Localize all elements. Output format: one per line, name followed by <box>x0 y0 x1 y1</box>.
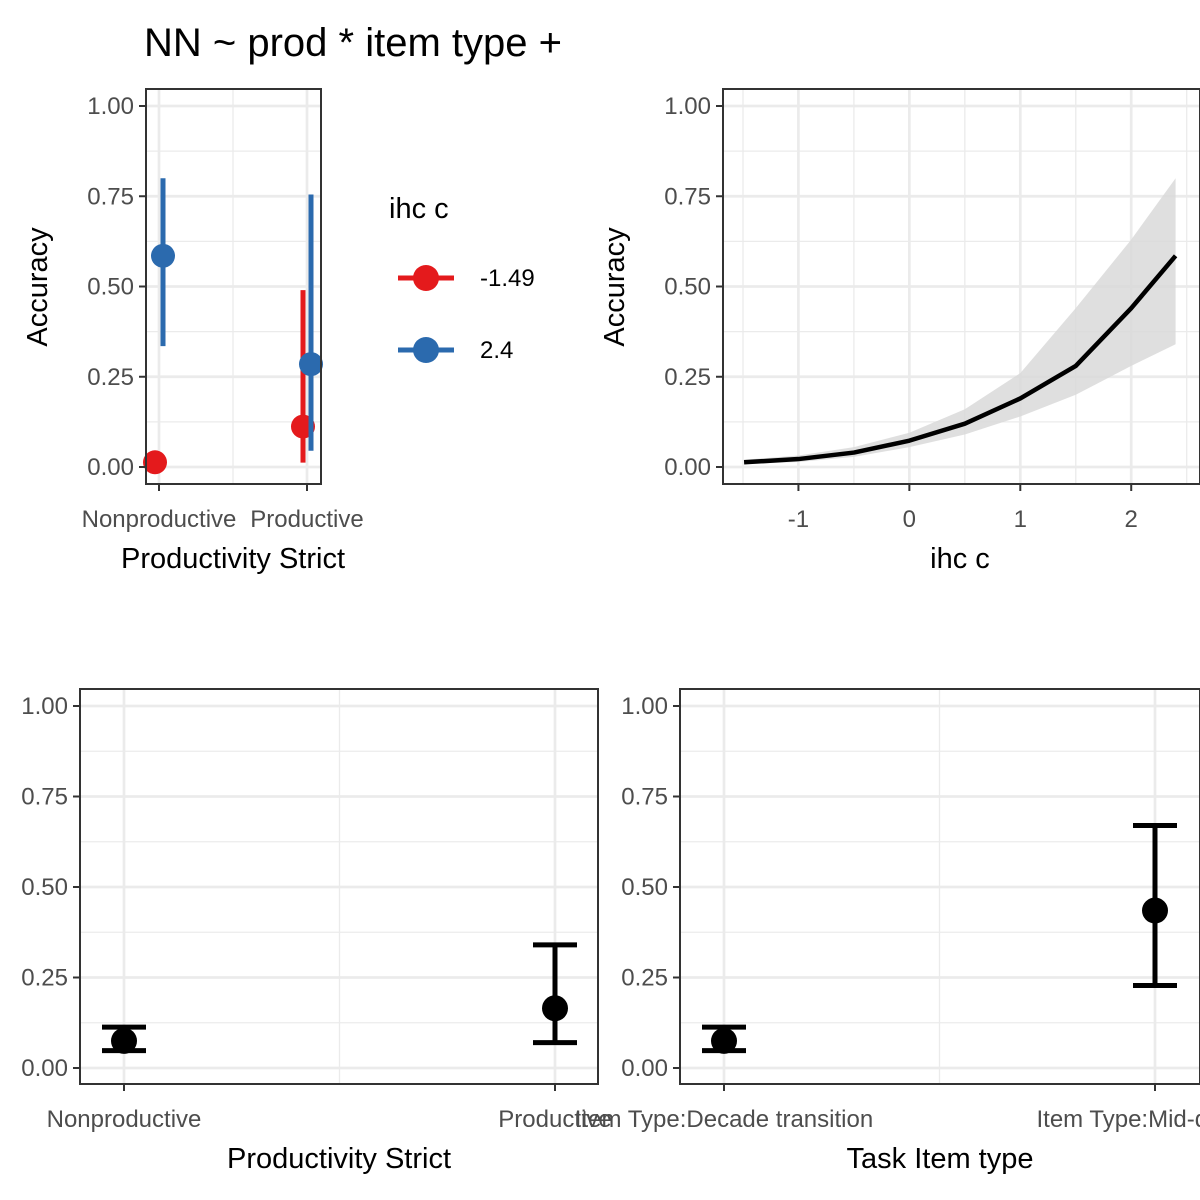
y-tick-label: 0.75 <box>21 784 68 811</box>
marks-bottom-right <box>702 822 1177 1054</box>
axes-top-right: 0.00 0.25 0.50 0.75 1.00 -1 0 1 2 <box>664 93 1138 533</box>
point <box>111 1027 137 1054</box>
legend-label: -1.49 <box>480 265 535 292</box>
panel-top-left: 0.00 0.25 0.50 0.75 1.00 Nonproductive Product… <box>22 88 364 575</box>
y-tick-label: 0.00 <box>664 454 711 481</box>
y-tick-label: 1.00 <box>21 693 68 720</box>
effect-line <box>743 254 1178 465</box>
x-tick-label: 0 <box>903 506 916 533</box>
point <box>711 1027 737 1054</box>
grid-bottom-right <box>680 689 1200 1084</box>
marks-top-right <box>743 178 1178 465</box>
y-tick-label: 0.00 <box>87 454 134 481</box>
y-tick-label: 0.00 <box>621 1055 668 1082</box>
panel-bottom-left: 0.00 0.25 0.50 0.75 1.00 Nonproductive Product… <box>21 688 612 1175</box>
y-tick-label: 1.00 <box>621 693 668 720</box>
y-tick-label: 0.25 <box>621 965 668 992</box>
x-axis-title-bottom-left: Productivity Strict <box>227 1143 451 1175</box>
grid-bottom-left <box>80 689 598 1084</box>
axes-top-left: 0.00 0.25 0.50 0.75 1.00 Nonproductive Product… <box>82 93 364 533</box>
y-tick-label: 1.00 <box>87 93 134 120</box>
x-tick-label: Nonproductive <box>82 506 237 533</box>
y-tick-label: 0.25 <box>87 364 134 391</box>
x-tick-label: Item Type:Mid-decade <box>1036 1106 1200 1133</box>
x-axis-title-top-right: ihc c <box>930 543 990 575</box>
confidence-ribbon <box>744 178 1176 465</box>
marks-bottom-left <box>102 942 577 1054</box>
panel-bottom-right: 0.00 0.25 0.50 0.75 1.00 Item Type:Decade tra… <box>575 688 1200 1175</box>
x-tick-label: Item Type:Decade transition <box>575 1106 873 1133</box>
point <box>542 995 568 1022</box>
y-tick-label: 0.25 <box>664 364 711 391</box>
y-axis-title-top-right: Accuracy <box>599 227 631 347</box>
y-tick-label: 0.25 <box>21 965 68 992</box>
y-tick-label: 0.50 <box>621 874 668 901</box>
y-tick-label: 0.50 <box>21 874 68 901</box>
panel-top-right: 0.00 0.25 0.50 0.75 1.00 -1 0 1 2 ihc c Accuracy <box>599 88 1200 575</box>
legend-title: ihc c <box>389 193 449 225</box>
y-tick-label: 0.00 <box>21 1055 68 1082</box>
figure-title: NN ~ prod * item type + <box>144 21 562 65</box>
point-2.4 <box>151 243 175 268</box>
x-axis-title-top-left: Productivity Strict <box>121 543 345 575</box>
x-axis-title-bottom-right: Task Item type <box>847 1143 1034 1175</box>
axes-bottom-left: 0.00 0.25 0.50 0.75 1.00 Nonproductive Product… <box>21 693 611 1133</box>
x-tick-label: 2 <box>1125 506 1138 533</box>
y-tick-label: 0.75 <box>664 183 711 210</box>
y-tick-label: 0.50 <box>664 274 711 301</box>
legend-key-point <box>413 337 439 363</box>
legend-label: 2.4 <box>480 337 513 364</box>
legend: ihc c -1.49 2.4 <box>389 193 535 364</box>
x-tick-label: -1 <box>788 506 809 533</box>
y-tick-label: 0.50 <box>87 274 134 301</box>
x-tick-label: Nonproductive <box>47 1106 202 1133</box>
point--1.49 <box>143 450 167 475</box>
y-tick-label: 0.75 <box>621 784 668 811</box>
y-tick-label: 0.75 <box>87 183 134 210</box>
x-tick-label: 1 <box>1014 506 1027 533</box>
legend-keys: -1.49 2.4 <box>398 265 535 364</box>
legend-key-point <box>413 265 439 291</box>
grid-top-right <box>723 89 1200 484</box>
x-tick-label: Productive <box>498 1106 611 1133</box>
marks-top-left <box>143 178 323 475</box>
y-tick-label: 1.00 <box>664 93 711 120</box>
point-2.4 <box>299 352 323 377</box>
y-axis-title-top-left: Accuracy <box>22 227 54 347</box>
x-tick-label: Productive <box>250 506 363 533</box>
point <box>1142 897 1168 924</box>
axes-bottom-right: 0.00 0.25 0.50 0.75 1.00 Item Type:Decade tra… <box>575 693 1200 1133</box>
